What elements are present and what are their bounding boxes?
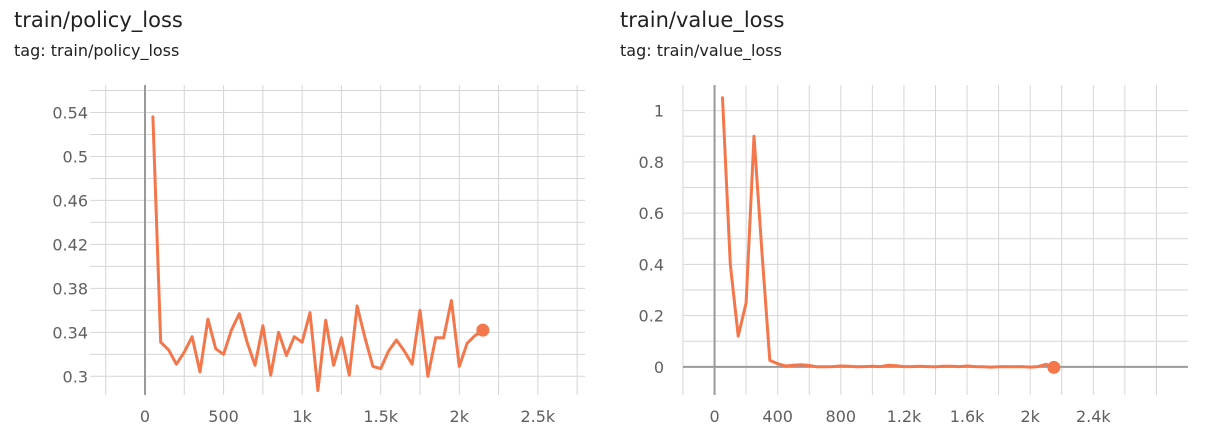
x-tick-label: 1k <box>292 407 312 426</box>
x-tick-label: 500 <box>208 407 239 426</box>
chart-title: train/value_loss <box>620 8 785 32</box>
grid-lines <box>90 85 585 395</box>
y-tick-label: 0.42 <box>52 235 88 254</box>
last-point-marker[interactable] <box>476 323 490 337</box>
series-line <box>151 115 485 393</box>
x-tick-label: 400 <box>762 407 793 426</box>
value-loss-plot[interactable]: 0 400 800 1.2k 1.6k 2k 2.4k 0 0.2 0.4 0.6 0.8 1 <box>606 0 1218 439</box>
x-tick-label: 1.2k <box>887 407 922 426</box>
y-tick-label: 0 <box>654 358 664 377</box>
chart-card-value-loss: train/value_loss tag: train/value_loss 0… <box>606 0 1218 439</box>
y-tick-label: 0.8 <box>639 153 664 172</box>
x-tick-label: 1.6k <box>950 407 985 426</box>
chart-subtitle: tag: train/policy_loss <box>14 41 180 60</box>
x-tick-label: 0 <box>709 407 719 426</box>
x-tick-label: 2k <box>450 407 470 426</box>
y-tick-label: 0.5 <box>63 147 88 166</box>
x-tick-label: 1.5k <box>363 407 398 426</box>
x-tick-label: 800 <box>826 407 857 426</box>
x-tick-label: 2.4k <box>1076 407 1111 426</box>
y-tick-label: 0.3 <box>63 367 88 386</box>
x-tick-label: 0 <box>140 407 150 426</box>
grid-lines <box>682 85 1188 395</box>
y-tick-label: 0.46 <box>52 191 88 210</box>
y-tick-label: 0.38 <box>52 279 88 298</box>
x-tick-label: 2.5k <box>520 407 555 426</box>
y-tick-label: 0.4 <box>639 255 664 274</box>
last-point-marker[interactable] <box>1047 360 1061 374</box>
y-tick-label: 0.6 <box>639 204 664 223</box>
chart-card-policy-loss: train/policy_loss tag: train/policy_loss… <box>0 0 600 439</box>
chart-subtitle: tag: train/value_loss <box>620 41 782 60</box>
y-tick-label: 0.2 <box>639 307 664 326</box>
policy-loss-plot[interactable]: 0 500 1k 1.5k 2k 2.5k 0.3 0.34 0.38 0.42 0.46 0.5 0.… <box>0 0 600 439</box>
chart-title: train/policy_loss <box>14 8 183 32</box>
y-tick-label: 1 <box>654 102 664 121</box>
y-tick-label: 0.34 <box>52 323 88 342</box>
x-tick-label: 2k <box>1020 407 1040 426</box>
series-line <box>721 96 1056 369</box>
y-tick-label: 0.54 <box>52 103 88 122</box>
